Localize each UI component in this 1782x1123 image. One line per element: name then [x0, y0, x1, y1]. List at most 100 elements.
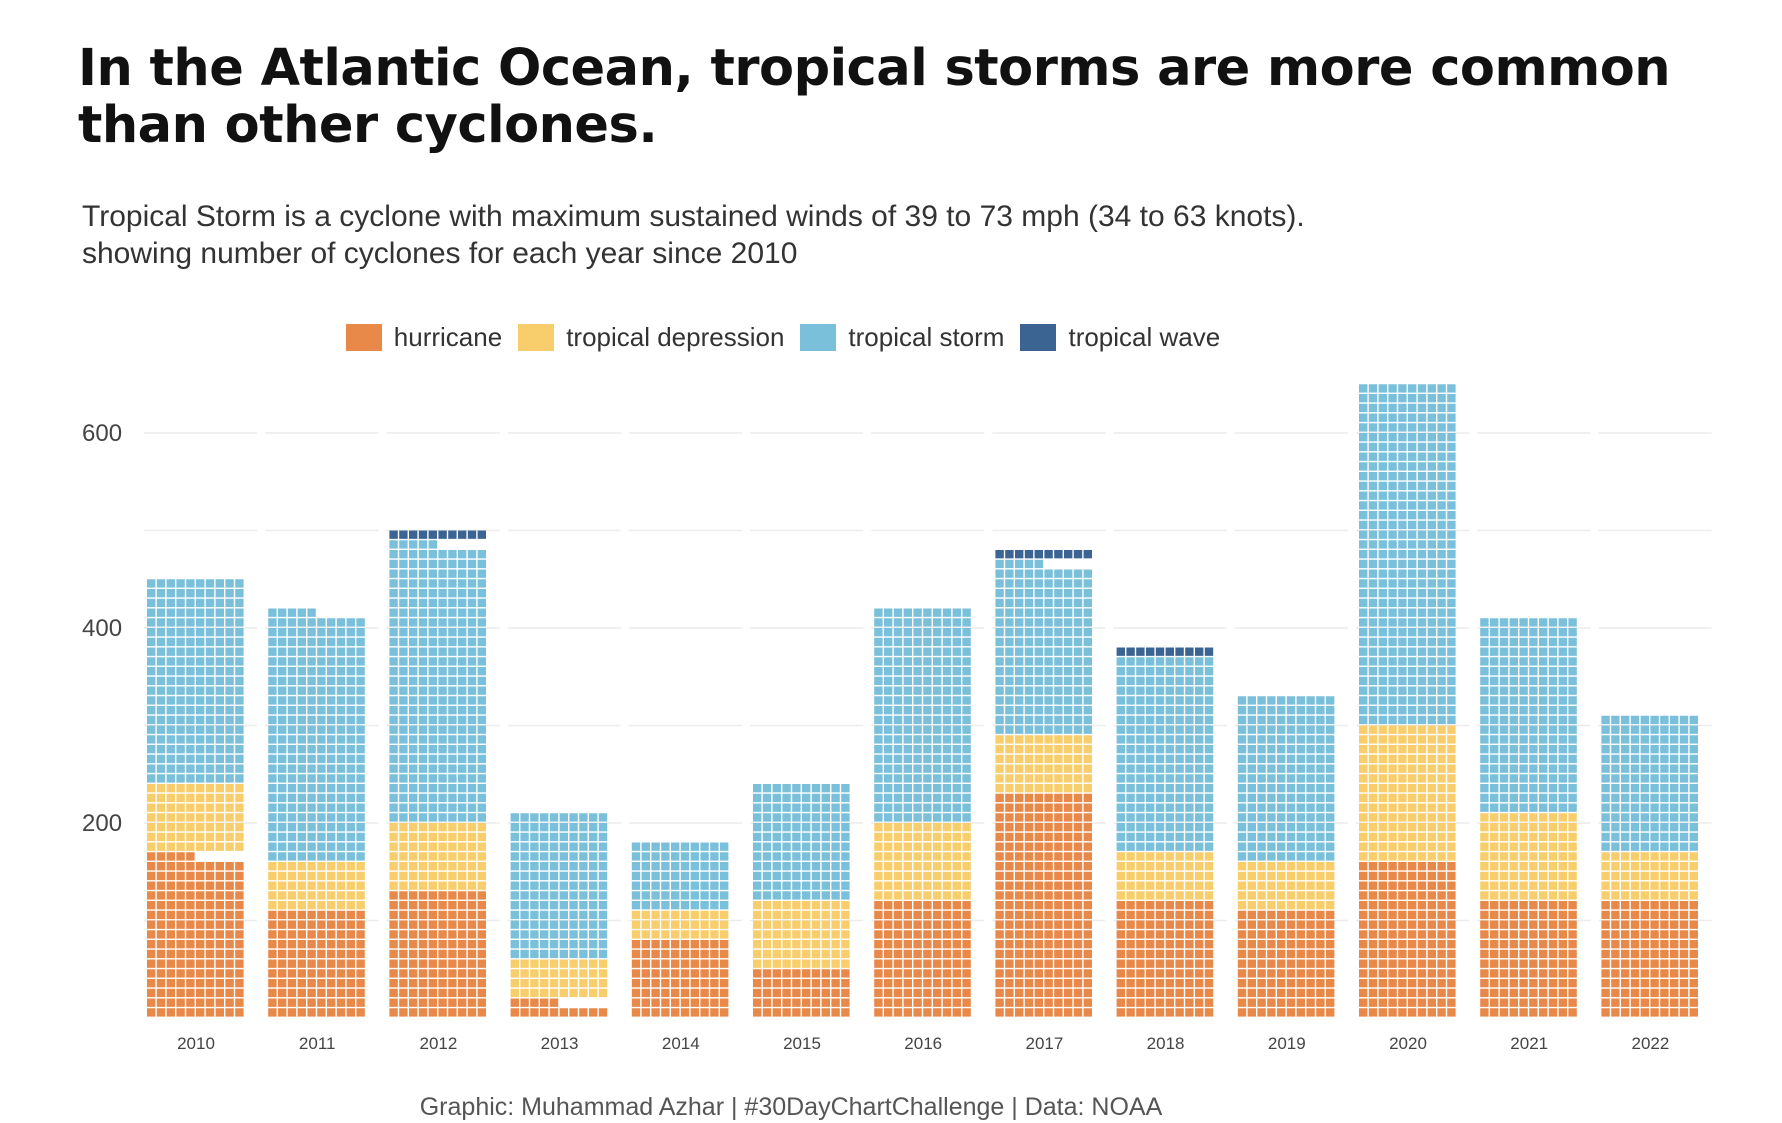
waffle-cell: [1083, 891, 1092, 900]
waffle-cell: [287, 842, 297, 851]
waffle-cell: [399, 979, 408, 988]
waffle-cell: [1277, 910, 1286, 920]
waffle-cell: [1116, 774, 1125, 783]
waffle-cell: [1175, 852, 1184, 861]
waffle-cell: [933, 686, 942, 695]
waffle-cell: [1316, 901, 1325, 910]
waffle-cell: [438, 745, 447, 754]
waffle-cell: [1529, 891, 1538, 900]
waffle-cell: [1621, 969, 1630, 978]
waffle-cell: [448, 823, 457, 832]
waffle-cell: [215, 784, 224, 793]
waffle-cell: [1368, 403, 1378, 413]
waffle-cell: [1286, 852, 1296, 861]
waffle-cell: [831, 823, 840, 832]
waffle-cell: [1359, 930, 1368, 939]
waffle-cell: [952, 667, 961, 676]
waffle-cell: [821, 813, 830, 822]
waffle-cell: [428, 667, 437, 676]
waffle-cell: [297, 871, 306, 881]
waffle-cell: [1398, 540, 1407, 549]
waffle-cell: [1378, 715, 1387, 725]
waffle-cell: [297, 969, 306, 978]
waffle-cell: [1499, 725, 1509, 734]
waffle-cell: [651, 930, 660, 939]
waffle-cell: [307, 774, 316, 783]
waffle-cell: [235, 706, 244, 715]
waffle-cell: [1005, 901, 1014, 910]
waffle-cell: [1015, 569, 1024, 578]
waffle-cell: [962, 871, 971, 881]
waffle-cell: [1548, 657, 1558, 666]
waffle-cell: [579, 901, 588, 910]
waffle-cell: [278, 774, 287, 783]
waffle-cell: [1034, 764, 1043, 773]
waffle-cell: [1204, 823, 1214, 832]
waffle-cell: [893, 920, 903, 929]
waffle-cell: [1398, 998, 1407, 1007]
waffle-cell: [448, 559, 457, 569]
waffle-cell: [1398, 813, 1407, 822]
waffle-cell: [307, 930, 316, 939]
waffle-cell: [690, 988, 699, 998]
waffle-cell: [1054, 579, 1063, 588]
waffle-cell: [1509, 852, 1518, 861]
waffle-cell: [1427, 813, 1436, 822]
waffle-cell: [1083, 969, 1092, 978]
waffle-cell: [1359, 764, 1368, 773]
waffle-cell: [923, 891, 932, 900]
waffle-cell: [1650, 842, 1659, 851]
waffle-cell: [1568, 969, 1577, 978]
waffle-cell: [1480, 676, 1489, 686]
waffle-cell: [438, 940, 447, 949]
waffle-cell: [458, 559, 467, 569]
waffle-cell: [215, 901, 224, 910]
waffle-cell: [1408, 764, 1417, 773]
waffle-cell: [589, 959, 598, 968]
waffle-cell: [1015, 940, 1024, 949]
waffle-cell: [448, 793, 457, 803]
waffle-cell: [166, 813, 175, 822]
waffle-cell: [530, 823, 539, 832]
waffle-cell: [710, 871, 719, 881]
waffle-cell: [782, 959, 791, 968]
waffle-cell: [1519, 920, 1528, 929]
waffle-cell: [356, 920, 365, 929]
waffle-cell: [399, 657, 408, 666]
waffle-cell: [1247, 735, 1256, 744]
waffle-cell: [1073, 998, 1083, 1007]
waffle-cell: [1257, 715, 1266, 725]
waffle-cell: [147, 901, 156, 910]
waffle-cell: [156, 930, 166, 939]
waffle-cell: [389, 628, 398, 637]
waffle-cell: [1083, 608, 1092, 617]
waffle-cell: [428, 832, 437, 842]
waffle-cell: [1539, 930, 1548, 939]
waffle-cell: [327, 959, 336, 968]
waffle-cell: [268, 959, 277, 968]
waffle-cell: [1427, 832, 1436, 842]
waffle-cell: [477, 706, 486, 715]
waffle-cell: [278, 764, 287, 773]
waffle-cell: [287, 793, 297, 803]
waffle-cell: [196, 832, 205, 842]
waffle-cell: [772, 852, 781, 861]
waffle-cell: [720, 862, 729, 871]
waffle-cell: [428, 871, 437, 881]
waffle-cell: [1519, 628, 1528, 637]
waffle-cell: [1126, 647, 1135, 656]
waffle-cell: [903, 608, 912, 617]
waffle-cell: [1326, 774, 1335, 783]
waffle-cell: [438, 637, 447, 647]
waffle-cell: [428, 910, 437, 920]
waffle-cell: [336, 940, 346, 949]
waffle-cell: [952, 647, 961, 656]
waffle-cell: [1277, 842, 1286, 851]
waffle-cell: [1146, 696, 1155, 705]
waffle-cell: [530, 998, 539, 1007]
waffle-cell: [1447, 901, 1456, 910]
waffle-cell: [661, 901, 670, 910]
waffle-cell: [1296, 881, 1305, 890]
waffle-cell: [225, 686, 234, 695]
waffle-cell: [1558, 813, 1567, 822]
